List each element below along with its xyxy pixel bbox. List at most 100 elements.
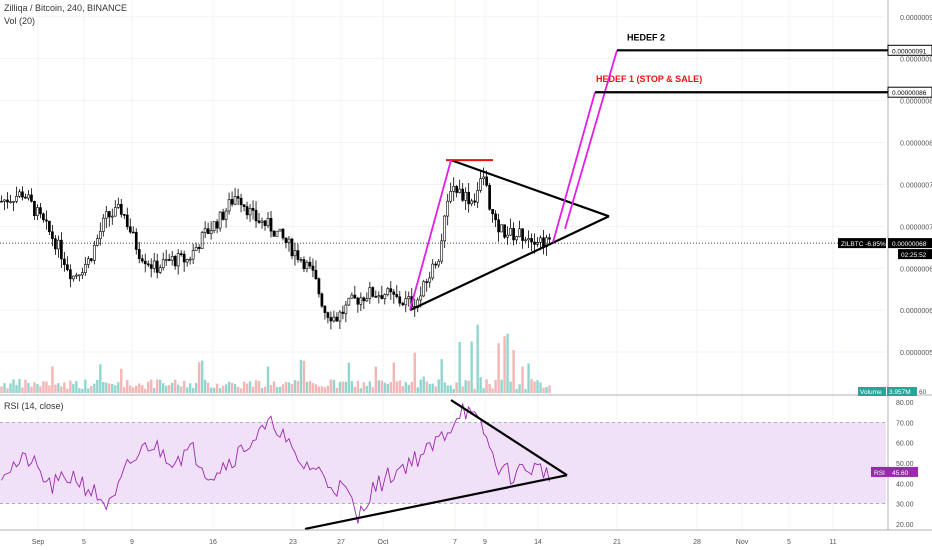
candle-body: [119, 204, 123, 215]
volume-bar: [368, 381, 372, 393]
volume-legend: Vol (20): [4, 16, 36, 26]
candle-body: [155, 260, 159, 273]
volume-bar: [212, 387, 216, 393]
candle-body: [227, 199, 231, 212]
candle-body: [86, 258, 90, 265]
volume-bar: [497, 343, 500, 393]
candle-body: [224, 210, 228, 220]
volume-bar: [24, 379, 27, 393]
candle-body: [491, 208, 494, 215]
volume-bar: [509, 381, 512, 393]
candle-body: [30, 194, 33, 202]
candle-body: [407, 296, 411, 300]
volume-bar: [12, 379, 15, 393]
volume-bar: [335, 387, 339, 393]
volume-bar: [398, 380, 401, 393]
volume-bar: [203, 379, 207, 393]
volume-bar: [524, 388, 527, 393]
volume-bar: [36, 384, 39, 393]
rsi-badge-value: 45.60: [892, 470, 909, 477]
symbol-legend: Zilliqa / Bitcoin, 240, BINANCE: [4, 3, 128, 13]
volume-bar: [284, 381, 288, 393]
candle-body: [485, 176, 488, 186]
candle-body: [455, 186, 459, 193]
candle-body: [434, 263, 438, 266]
candle-body: [81, 272, 84, 276]
candle-body: [338, 311, 342, 322]
target-price-badge-bg: [887, 44, 932, 56]
candle-body: [15, 195, 18, 202]
price-tick-label: 0.00000095: [900, 15, 932, 22]
time-tick-label: 16: [209, 539, 217, 546]
rsi-line: [1, 403, 550, 524]
price-tick-label: 0.00000055: [900, 350, 932, 357]
candle-body: [314, 270, 318, 280]
candle-body: [422, 281, 426, 297]
candle-body: [203, 228, 207, 233]
volume-bar: [227, 381, 231, 393]
volume-badge-suffix: 60: [919, 389, 927, 396]
candle-body: [428, 277, 432, 283]
volume-bar: [78, 388, 81, 393]
candle-body: [236, 196, 240, 199]
volume-bar: [458, 341, 461, 393]
candle-body: [329, 317, 333, 322]
candle-body: [54, 238, 57, 250]
volume-bar: [326, 385, 330, 393]
ticker-badge-bg: [838, 238, 886, 249]
volume-bar: [341, 381, 345, 393]
volume-bar: [153, 388, 156, 393]
volume-bar: [99, 364, 102, 393]
volume-bar: [287, 382, 291, 393]
candle-body: [245, 206, 249, 216]
candle-body: [398, 296, 402, 304]
target-price-badge: 0.00000091: [892, 48, 927, 55]
time-tick-label: 9: [130, 539, 134, 546]
candle-body: [212, 221, 216, 231]
drawings[interactable]: HEDEF 2 HEDEF 1 (STOP & SALE): [304, 32, 888, 531]
volume-bar: [188, 383, 192, 393]
volume-bar: [123, 387, 126, 393]
volume-bar: [162, 383, 165, 393]
rsi-tick-label: 60.00: [896, 441, 914, 448]
candle-body: [293, 250, 297, 257]
candle-body: [18, 191, 21, 197]
volume-bars: [0, 324, 551, 393]
candle-body: [233, 196, 237, 205]
volume-bar: [455, 382, 458, 393]
volume-bar: [395, 381, 398, 393]
volume-bar: [536, 380, 539, 393]
volume-bar: [350, 381, 354, 393]
volume-bar: [245, 383, 249, 393]
candle-body: [218, 211, 222, 229]
volume-badge-bg: [858, 387, 886, 396]
volume-bar: [129, 385, 132, 393]
volume-bar: [332, 379, 336, 393]
volume-bar: [147, 381, 150, 393]
volume-bar: [440, 359, 443, 393]
volume-bar: [437, 379, 440, 393]
candle-body: [482, 176, 485, 179]
volume-badge-value: 3.957M: [889, 389, 911, 396]
volume-bar: [221, 385, 225, 393]
impulse-leg-line: [409, 159, 452, 311]
candle-body: [104, 211, 108, 219]
candle-body: [347, 297, 351, 306]
candle-body: [494, 213, 497, 221]
volume-bar: [278, 386, 282, 393]
volume-bar: [299, 359, 303, 393]
volume-bar: [308, 380, 312, 393]
volume-bar: [314, 384, 318, 393]
candle-body: [332, 316, 336, 322]
volume-bar: [356, 380, 360, 393]
volume-bar: [479, 377, 482, 393]
volume-bar: [21, 387, 24, 393]
candle-body: [326, 312, 330, 318]
candle-body: [350, 294, 354, 299]
candle-body: [110, 215, 114, 218]
candle-body: [368, 287, 372, 299]
candle-body: [27, 194, 30, 199]
candle-body: [266, 217, 270, 226]
